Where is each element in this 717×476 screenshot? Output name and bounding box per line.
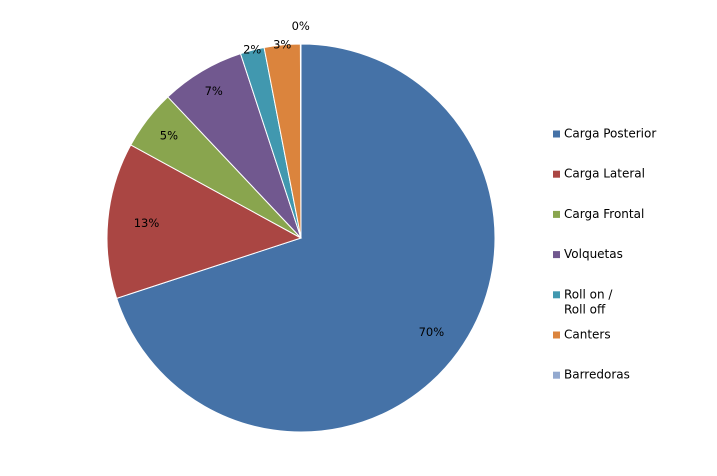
legend-label: Roll on /: [564, 287, 613, 301]
legend-swatch: [553, 130, 560, 138]
legend-label: Carga Frontal: [564, 207, 644, 221]
legend-item: Carga Frontal: [553, 207, 644, 221]
pie-slice-carga-lateral: [106, 144, 303, 299]
legend-swatch: [553, 331, 560, 339]
legend-item: Barredoras: [553, 368, 630, 382]
legend-label: Canters: [564, 328, 611, 342]
data-label: 2%: [243, 43, 261, 57]
legend-swatch: [553, 210, 560, 218]
legend-swatch: [553, 170, 560, 178]
legend-label: Volquetas: [564, 247, 623, 261]
data-label: 13%: [134, 216, 160, 230]
legend-label: Carga Posterior: [564, 127, 656, 141]
data-label: 5%: [160, 129, 178, 143]
pie-slices: [106, 43, 496, 433]
legend-swatch: [553, 291, 560, 299]
legend-item: Roll on /Roll off: [553, 287, 613, 316]
legend-item: Canters: [553, 328, 611, 342]
legend: Carga Posterior Carga Lateral Carga Fronta…: [553, 127, 656, 382]
pie-slice-barredoras: [299, 43, 302, 239]
data-label: 70%: [419, 325, 445, 339]
data-label: 3%: [273, 37, 291, 51]
data-label: 7%: [205, 84, 223, 98]
legend-item: Carga Lateral: [553, 167, 645, 181]
legend-label: Roll off: [564, 302, 606, 316]
legend-item: Volquetas: [553, 247, 623, 261]
legend-label: Barredoras: [564, 368, 630, 382]
legend-swatch: [553, 251, 560, 259]
pie-data-labels: 70% 13% 5% 7% 2% 3%0%: [134, 19, 445, 339]
data-label: 0%: [292, 19, 310, 33]
legend-label: Carga Lateral: [564, 167, 645, 181]
pie-slice-carga-posterior: [115, 43, 496, 433]
legend-swatch: [553, 371, 560, 379]
legend-item: Carga Posterior: [553, 127, 656, 141]
